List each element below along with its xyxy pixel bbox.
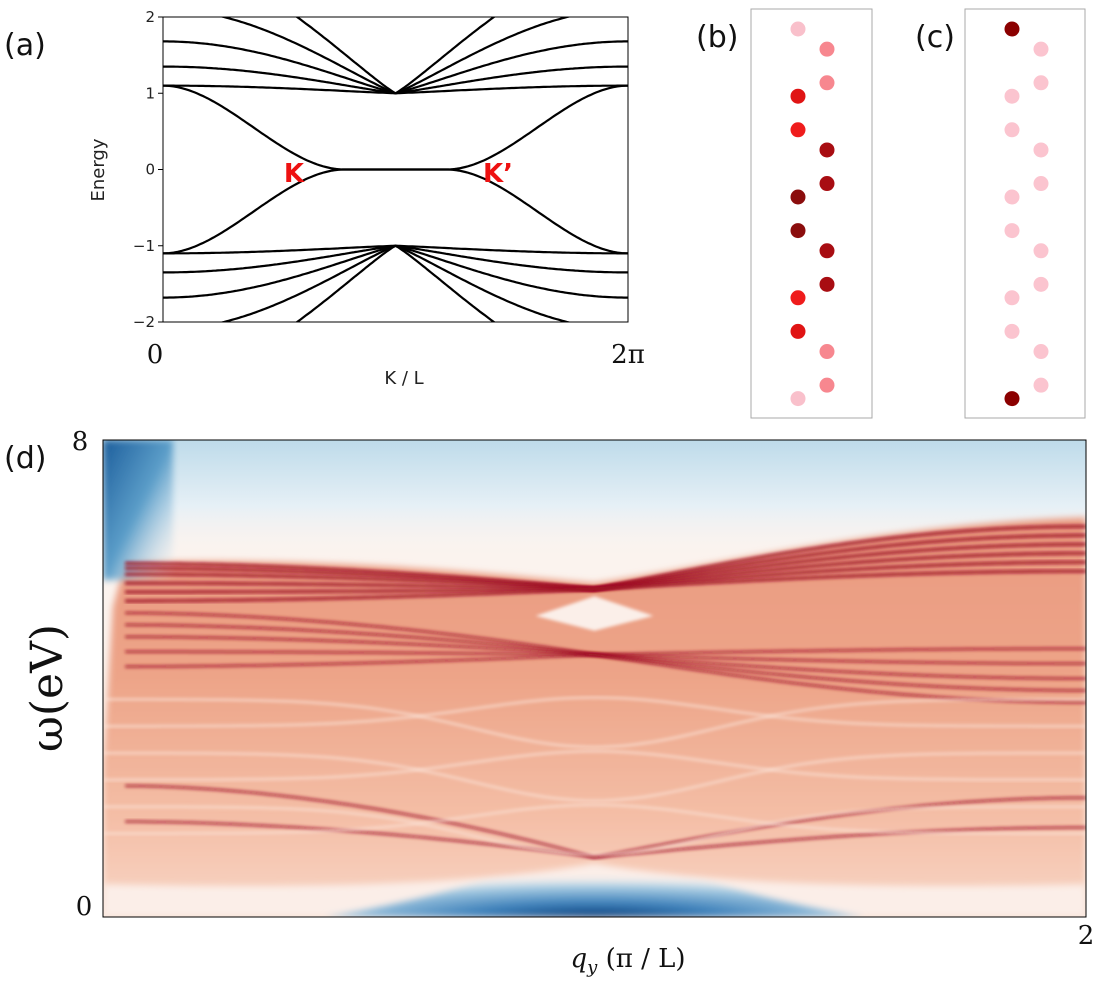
panel-frame-c — [964, 8, 1086, 419]
panel-b — [750, 8, 873, 419]
site-dot — [1033, 75, 1049, 91]
panel-a: 2 1 0 −1 −2 0 2π K / L Energy K K’ — [88, 8, 645, 389]
site-dot — [1033, 276, 1049, 292]
band-line-11 — [163, 84, 628, 171]
band-line-10 — [295, 244, 496, 322]
heatmap-band-11 — [125, 653, 1086, 704]
site-dot — [1004, 122, 1020, 138]
panel-label-b: (b) — [696, 20, 738, 55]
heatmap-band-6 — [125, 569, 1086, 603]
panel-frame-b — [750, 8, 873, 419]
site-dot — [819, 276, 835, 292]
y-tick-top-d: 8 — [72, 427, 89, 457]
x-tick-start: 0 — [147, 340, 164, 370]
site-dot — [790, 290, 806, 306]
y-tick-label-a: 2 — [145, 8, 155, 26]
heatmap-bottom-blue — [324, 854, 865, 917]
band-line-7 — [163, 244, 628, 274]
site-dot — [790, 223, 806, 239]
heatmap-bands — [103, 524, 1086, 859]
y-tick-label-a: −2 — [133, 313, 155, 331]
y-ticks-a: 2 1 0 −1 −2 — [133, 8, 163, 331]
heatmap-band-13 — [125, 820, 1086, 859]
site-dot — [790, 21, 806, 37]
site-dot — [819, 344, 835, 360]
x-axis-label-d-units: (π / L) — [597, 944, 685, 974]
x-tick-end-d: 2 — [1078, 921, 1095, 951]
band-lines — [163, 17, 628, 322]
panel-label-c: (c) — [915, 20, 955, 55]
site-dot — [790, 323, 806, 339]
site-dots-b — [790, 21, 835, 407]
heatmap-faint-band — [103, 698, 1086, 749]
x-axis-label-d-q: q — [570, 944, 587, 974]
site-dot — [819, 377, 835, 393]
x-axis-label-a: K / L — [384, 368, 423, 389]
plot-frame-d — [102, 439, 1087, 918]
site-dot — [819, 176, 835, 192]
x-axis-label-d: qy (π / L) — [570, 944, 685, 978]
site-dot — [1004, 223, 1020, 239]
y-tick-label-a: 0 — [145, 161, 155, 179]
band-line-4 — [219, 17, 572, 95]
y-tick-label-a: 1 — [145, 84, 155, 102]
site-dot — [1033, 243, 1049, 259]
site-dots-c — [1004, 21, 1049, 407]
site-dot — [1033, 142, 1049, 158]
site-dot — [1004, 189, 1020, 205]
site-dot — [1033, 344, 1049, 360]
site-dot — [790, 88, 806, 104]
panel-c — [964, 8, 1086, 419]
site-dot — [819, 41, 835, 57]
site-dot — [1004, 391, 1020, 407]
valley-label-k-prime: K’ — [483, 159, 513, 189]
heatmap-faint-band — [103, 749, 1086, 782]
heatmap-faint-band — [103, 696, 1086, 728]
x-axis-label-d-sub: y — [586, 957, 598, 978]
site-dot — [1004, 21, 1020, 37]
site-dot — [790, 391, 806, 407]
site-dot — [790, 122, 806, 138]
valley-label-k: K — [284, 159, 305, 189]
y-tick-bottom-d: 0 — [76, 892, 93, 922]
site-dot — [1004, 323, 1020, 339]
heatmap — [103, 440, 1086, 917]
site-dot — [1004, 290, 1020, 306]
band-line-12 — [163, 168, 628, 255]
y-axis-label-a: Energy — [88, 138, 109, 201]
heatmap-faint-band — [103, 803, 1086, 835]
site-dot — [1033, 176, 1049, 192]
y-tick-label-a: −1 — [133, 237, 155, 255]
y-axis-label-d: ω(eV) — [22, 624, 73, 752]
site-dot — [1004, 88, 1020, 104]
panel-d: 8 0 2 ω(eV) qy (π / L) — [22, 427, 1094, 978]
panel-label-d: (d) — [4, 441, 46, 476]
x-tick-end: 2π — [611, 340, 645, 370]
site-dot — [790, 189, 806, 205]
site-dot — [1033, 377, 1049, 393]
panel-label-a: (a) — [4, 28, 46, 63]
band-line-2 — [163, 65, 628, 95]
heatmap-corner-blue — [103, 440, 173, 580]
site-dot — [819, 243, 835, 259]
site-dot — [819, 75, 835, 91]
heatmap-diamond-gap — [535, 596, 654, 631]
heatmap-red-body — [103, 517, 1086, 917]
site-dot — [1033, 41, 1049, 57]
heatmap-faint-band — [103, 751, 1086, 802]
band-line-9 — [219, 244, 572, 322]
heatmap-faint-band — [103, 805, 1086, 856]
band-line-5 — [295, 17, 496, 95]
site-dot — [819, 142, 835, 158]
